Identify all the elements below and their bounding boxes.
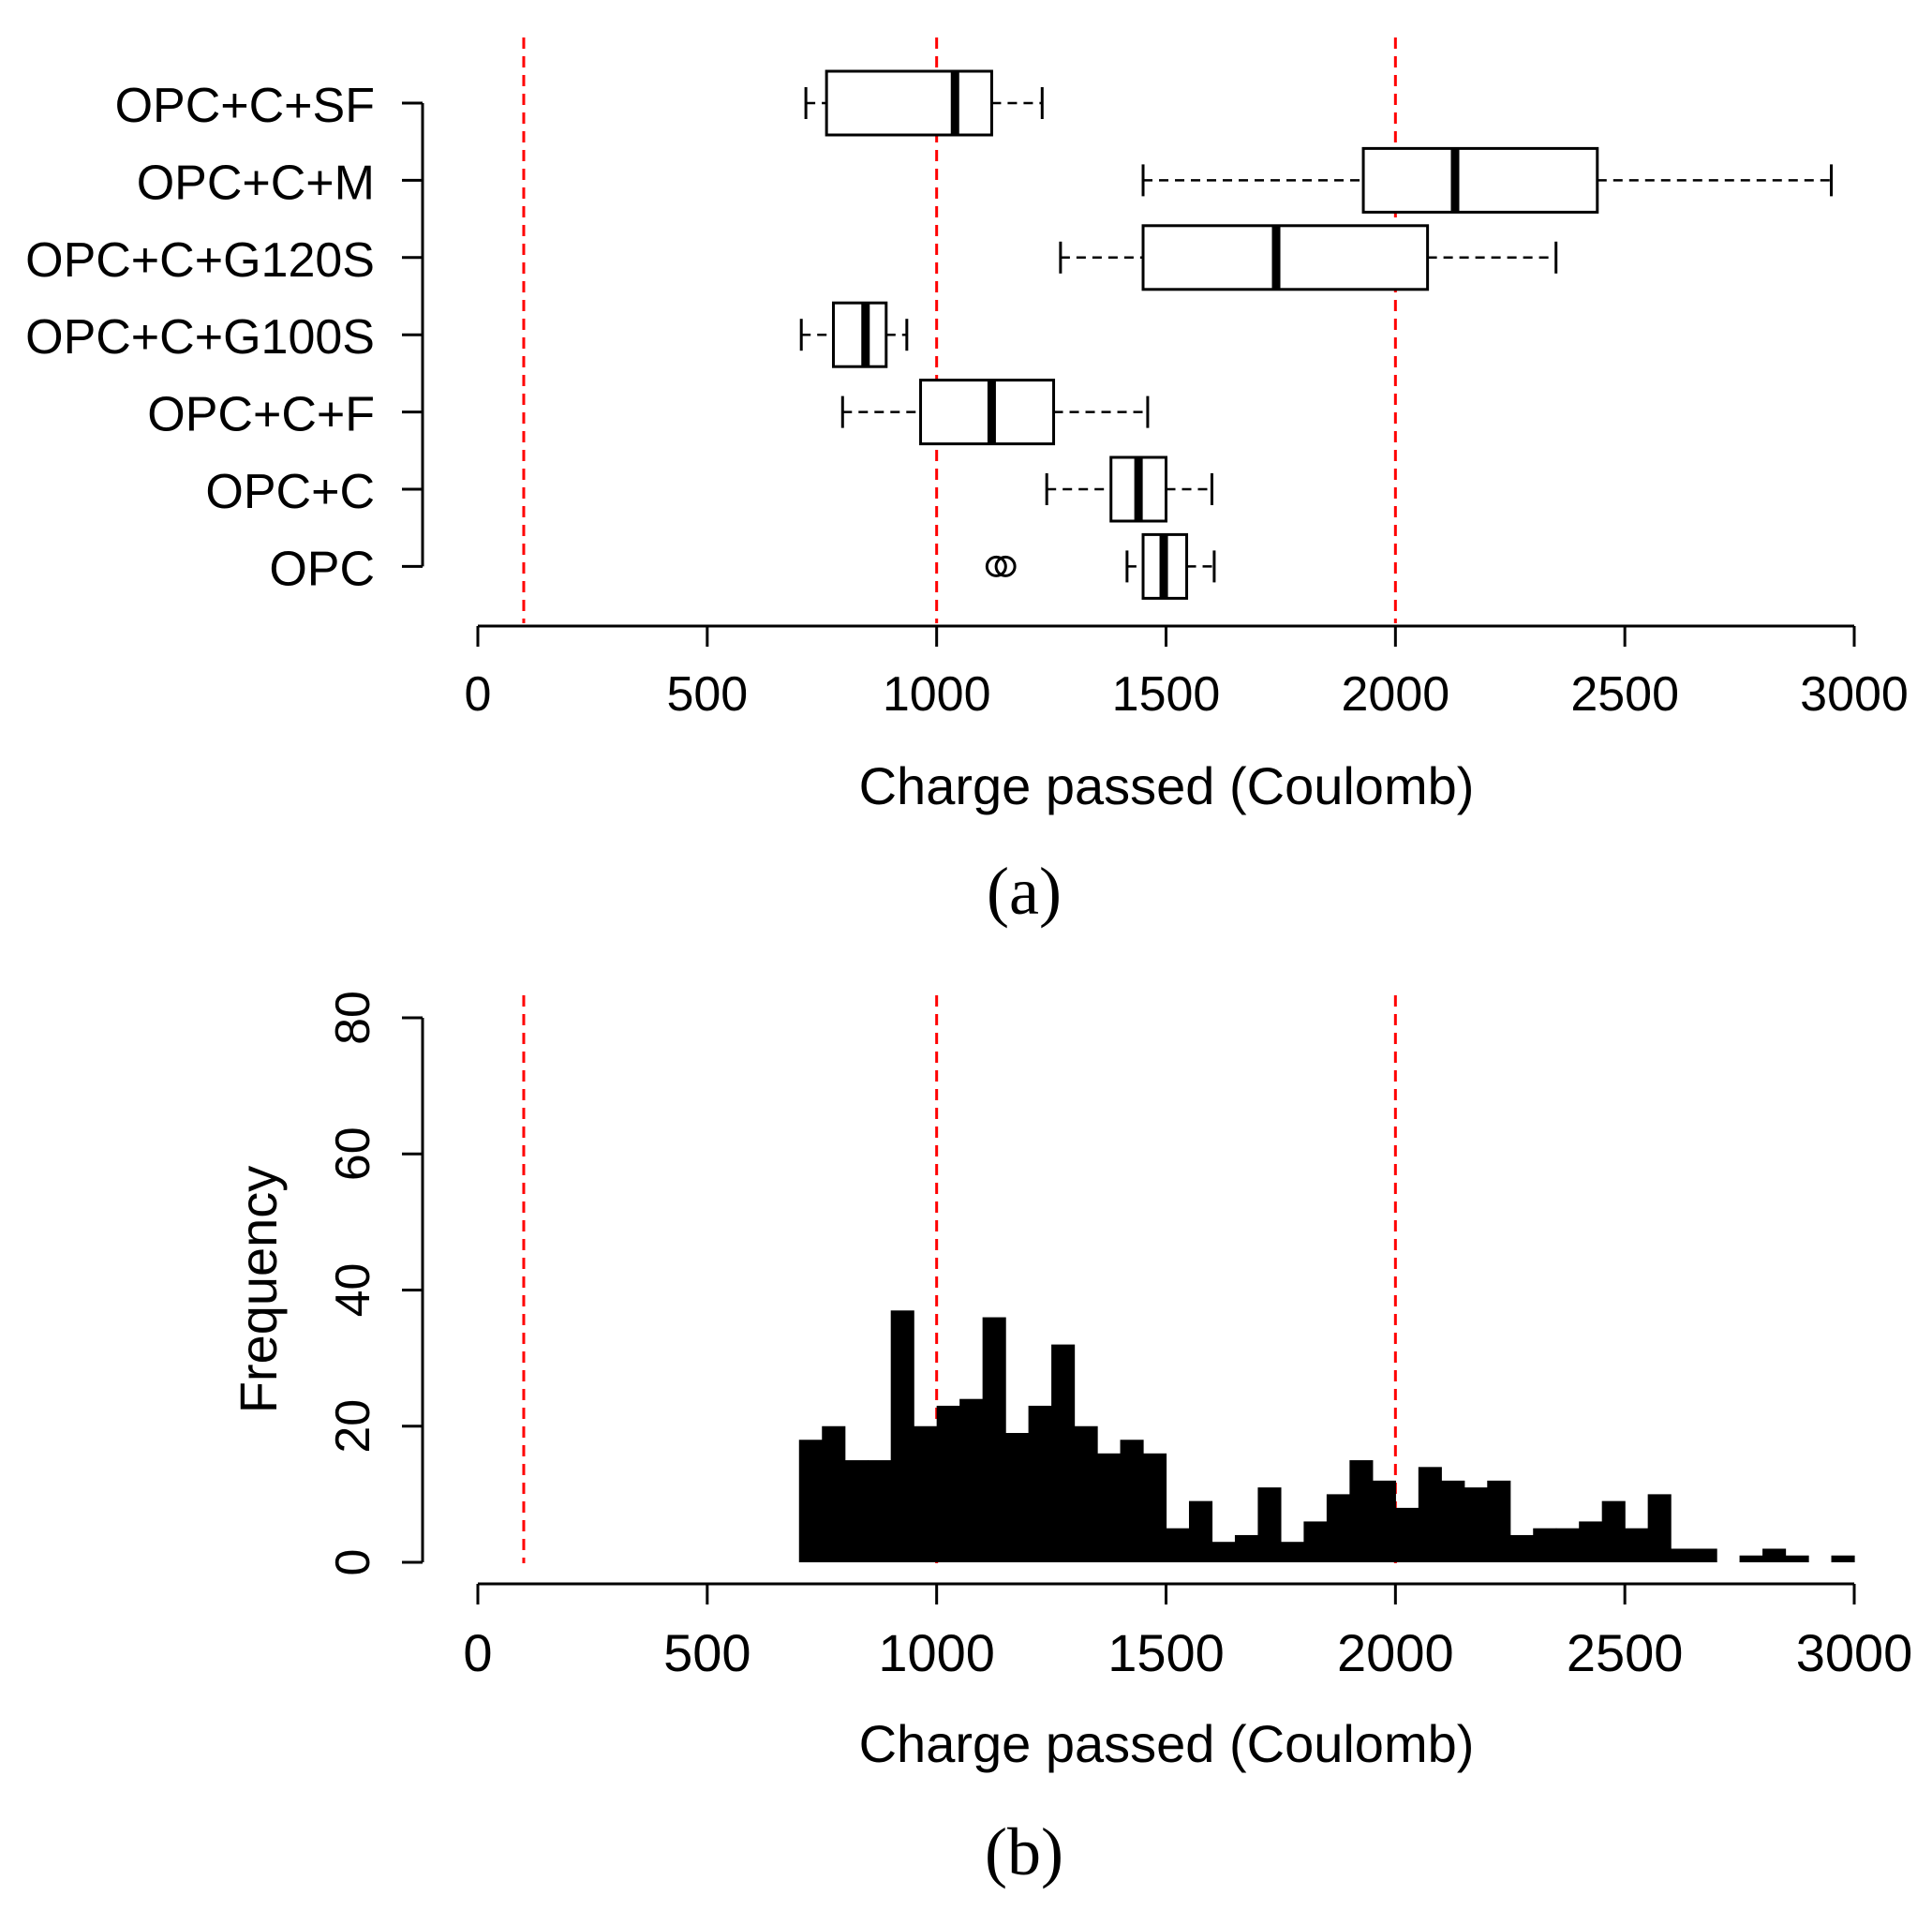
category-label: OPC+C+F [147,388,375,442]
histogram-bar [1349,1460,1373,1562]
figure: OPC+C+SF OPC+C+M OPC+C+G120S OPC+C+G100S OPC… [0,0,1932,1910]
x-tick-label: 3000 [1796,1623,1913,1682]
x-ticks: 0 500 1000 1500 2000 2500 3000 [465,626,1909,722]
x-tick-label: 0 [465,667,492,722]
x-tick-label: 1000 [878,1623,995,1682]
histogram-bar [1257,1487,1281,1562]
box-series [801,71,1831,598]
histogram-bar [868,1460,891,1562]
x-axis-label: Charge passed (Coulomb) [859,756,1475,815]
histogram-bar [1419,1467,1442,1562]
histogram-bar [959,1399,983,1562]
category-label: OPC+C [205,465,375,519]
histogram-bar [1327,1494,1350,1562]
iqr-box [921,381,1054,444]
box-group [1047,457,1211,521]
category-label: OPC+C+M [137,156,375,210]
histogram-bar [1579,1521,1602,1562]
histogram-bar [1786,1556,1809,1562]
x-tick-label: 1500 [1112,667,1221,722]
histogram-bar [1211,1542,1235,1562]
category-label: OPC [269,542,375,596]
histogram-bar [1373,1481,1396,1562]
histogram-panel: 0 20 40 60 80 0 500 1000 1500 2000 2500 3000 Charg… [229,991,1912,1889]
boxplot-panel: OPC+C+SF OPC+C+M OPC+C+G120S OPC+C+G100S OPC… [25,37,1909,929]
x-tick-label: 500 [666,667,748,722]
histogram-bar [1281,1542,1304,1562]
histogram-bar [1143,1454,1167,1562]
histogram-bar [1556,1529,1580,1562]
histogram-bar [1694,1548,1717,1562]
histogram-bar [1625,1529,1648,1562]
iqr-box [1363,148,1598,212]
histogram-bar [1648,1494,1672,1562]
box-group [1143,148,1832,212]
box-group [1061,226,1556,290]
histogram-bar [1005,1433,1029,1562]
y-tick-label: 40 [326,1263,380,1318]
iqr-box [833,303,885,366]
histogram-bar [891,1310,914,1562]
histogram-bar [1235,1535,1258,1562]
histogram-bar [1464,1487,1488,1562]
histogram-bar [1395,1508,1419,1562]
histogram-bar [1029,1406,1052,1562]
histogram-bar [822,1426,845,1562]
y-axis-label: Frequency [229,1166,288,1414]
y-tick-label: 80 [326,991,380,1045]
x-tick-label: 1500 [1107,1623,1225,1682]
x-tick-label: 0 [463,1623,492,1682]
x-tick-label: 2500 [1570,667,1679,722]
x-axis-label: Charge passed (Coulomb) [859,1714,1475,1773]
x-tick-label: 3000 [1800,667,1909,722]
x-tick-label: 2000 [1341,667,1449,722]
histogram-bar [1510,1535,1534,1562]
iqr-box [1143,226,1428,290]
histogram-bar [1051,1345,1075,1562]
histogram-bar [1671,1548,1694,1562]
histogram-bar [1121,1440,1144,1562]
x-tick-label: 500 [663,1623,751,1682]
histogram-bar [1602,1501,1626,1562]
histogram-bar [1533,1529,1556,1562]
histogram-bar [845,1460,869,1562]
category-label: OPC+C+G120S [25,233,375,288]
histogram-bar [1740,1556,1763,1562]
box-group [801,303,907,366]
histogram-bar [1303,1521,1327,1562]
y-tick-label: 0 [326,1549,380,1576]
category-label: OPC+C+SF [115,79,375,133]
x-tick-label: 1000 [883,667,991,722]
panel-label: (a) [987,854,1062,929]
iqr-box [826,71,991,135]
box-group [806,71,1042,135]
x-ticks: 0 500 1000 1500 2000 2500 3000 [463,1584,1912,1682]
histogram-bar [914,1426,937,1562]
histogram-bars [799,1310,1855,1562]
histogram-bar [1832,1556,1855,1562]
histogram-bar [1487,1481,1510,1562]
y-ticks: 0 20 40 60 80 [326,991,423,1575]
category-label: OPC+C+G100S [25,310,375,365]
histogram-bar [1167,1529,1190,1562]
x-tick-label: 2000 [1337,1623,1454,1682]
histogram-bar [1097,1454,1121,1562]
histogram-bar [1189,1501,1212,1562]
box-group [987,534,1214,598]
x-tick-label: 2500 [1567,1623,1684,1682]
histogram-bar [937,1406,960,1562]
histogram-bar [1075,1426,1098,1562]
histogram-bar [983,1318,1006,1562]
histogram-bar [799,1440,823,1562]
category-labels: OPC+C+SF OPC+C+M OPC+C+G120S OPC+C+G100S OPC… [25,79,423,596]
panel-label: (b) [985,1814,1063,1889]
histogram-bar [1441,1481,1464,1562]
box-group [842,381,1148,444]
y-tick-label: 60 [326,1127,380,1181]
y-tick-label: 20 [326,1399,380,1454]
histogram-bar [1762,1548,1786,1562]
